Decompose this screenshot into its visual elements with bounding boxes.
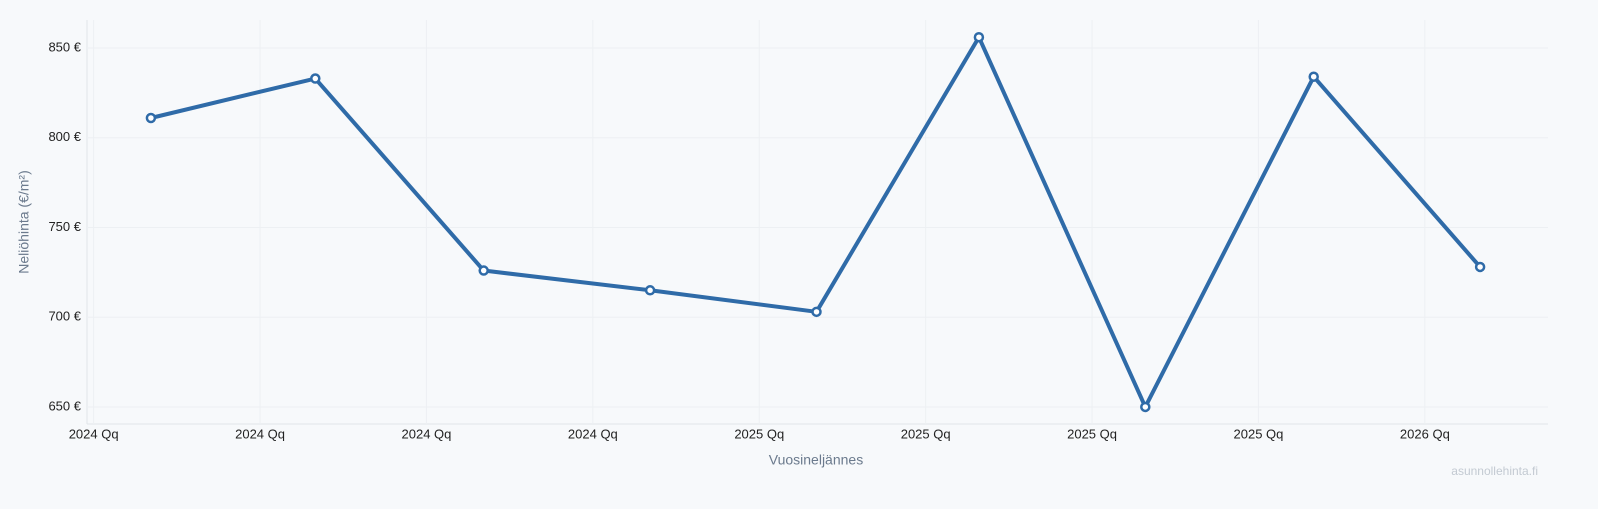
y-tick-label: 850 € [48,39,81,54]
x-tick-label: 2025 Qq [1234,426,1284,441]
y-tick-label: 750 € [48,219,81,234]
x-tick-label: 2024 Qq [568,426,618,441]
point [1140,401,1151,413]
x-tick-label: 2025 Qq [1067,426,1117,441]
y-axis-label: Neliöhinta (€/m²) [16,170,32,273]
y-tick-label: 650 € [48,398,81,413]
point [145,112,157,124]
x-tick-label: 2025 Qq [901,426,951,441]
point [310,73,321,84]
point [973,31,985,43]
point [644,285,656,296]
x-axis-label: Vuosineljännes [769,452,863,468]
x-tick-label: 2025 Qq [734,426,784,441]
y-tick-label: 700 € [48,309,81,324]
point [1474,261,1486,273]
x-tick-label: 2024 Qq [402,426,452,441]
point [1308,71,1319,82]
point [478,265,489,276]
point [811,306,822,318]
x-tick-label: 2024 Qq [69,426,119,441]
x-tick-label: 2026 Qq [1400,426,1450,441]
y-tick-label: 800 € [48,129,81,144]
x-tick-label: 2024 Qq [235,426,285,441]
watermark: asunnollehinta.fi [1451,464,1538,478]
